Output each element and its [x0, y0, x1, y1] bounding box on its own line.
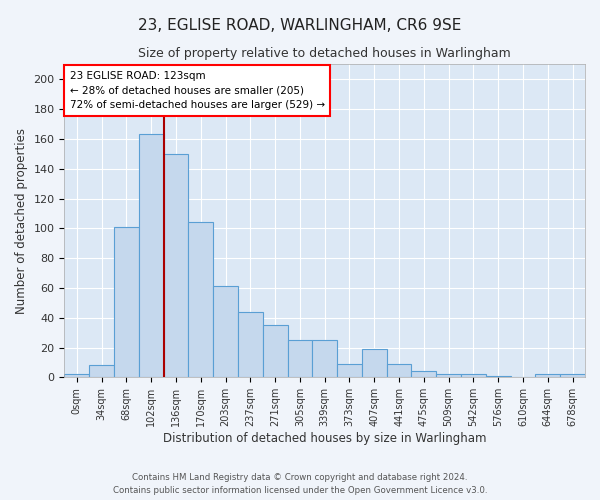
- Bar: [114, 227, 139, 378]
- Bar: [337, 364, 362, 378]
- Bar: [139, 134, 164, 378]
- Bar: [560, 374, 585, 378]
- Bar: [64, 374, 89, 378]
- Bar: [238, 312, 263, 378]
- Bar: [461, 374, 486, 378]
- Bar: [89, 366, 114, 378]
- Bar: [164, 154, 188, 378]
- Bar: [287, 340, 313, 378]
- X-axis label: Distribution of detached houses by size in Warlingham: Distribution of detached houses by size …: [163, 432, 487, 445]
- Bar: [313, 340, 337, 378]
- Text: 23, EGLISE ROAD, WARLINGHAM, CR6 9SE: 23, EGLISE ROAD, WARLINGHAM, CR6 9SE: [139, 18, 461, 32]
- Text: 23 EGLISE ROAD: 123sqm
← 28% of detached houses are smaller (205)
72% of semi-de: 23 EGLISE ROAD: 123sqm ← 28% of detached…: [70, 70, 325, 110]
- Bar: [188, 222, 213, 378]
- Bar: [263, 325, 287, 378]
- Bar: [213, 286, 238, 378]
- Bar: [362, 349, 386, 378]
- Bar: [486, 376, 511, 378]
- Text: Contains HM Land Registry data © Crown copyright and database right 2024.
Contai: Contains HM Land Registry data © Crown c…: [113, 474, 487, 495]
- Bar: [412, 372, 436, 378]
- Bar: [535, 374, 560, 378]
- Bar: [436, 374, 461, 378]
- Bar: [386, 364, 412, 378]
- Title: Size of property relative to detached houses in Warlingham: Size of property relative to detached ho…: [139, 48, 511, 60]
- Y-axis label: Number of detached properties: Number of detached properties: [15, 128, 28, 314]
